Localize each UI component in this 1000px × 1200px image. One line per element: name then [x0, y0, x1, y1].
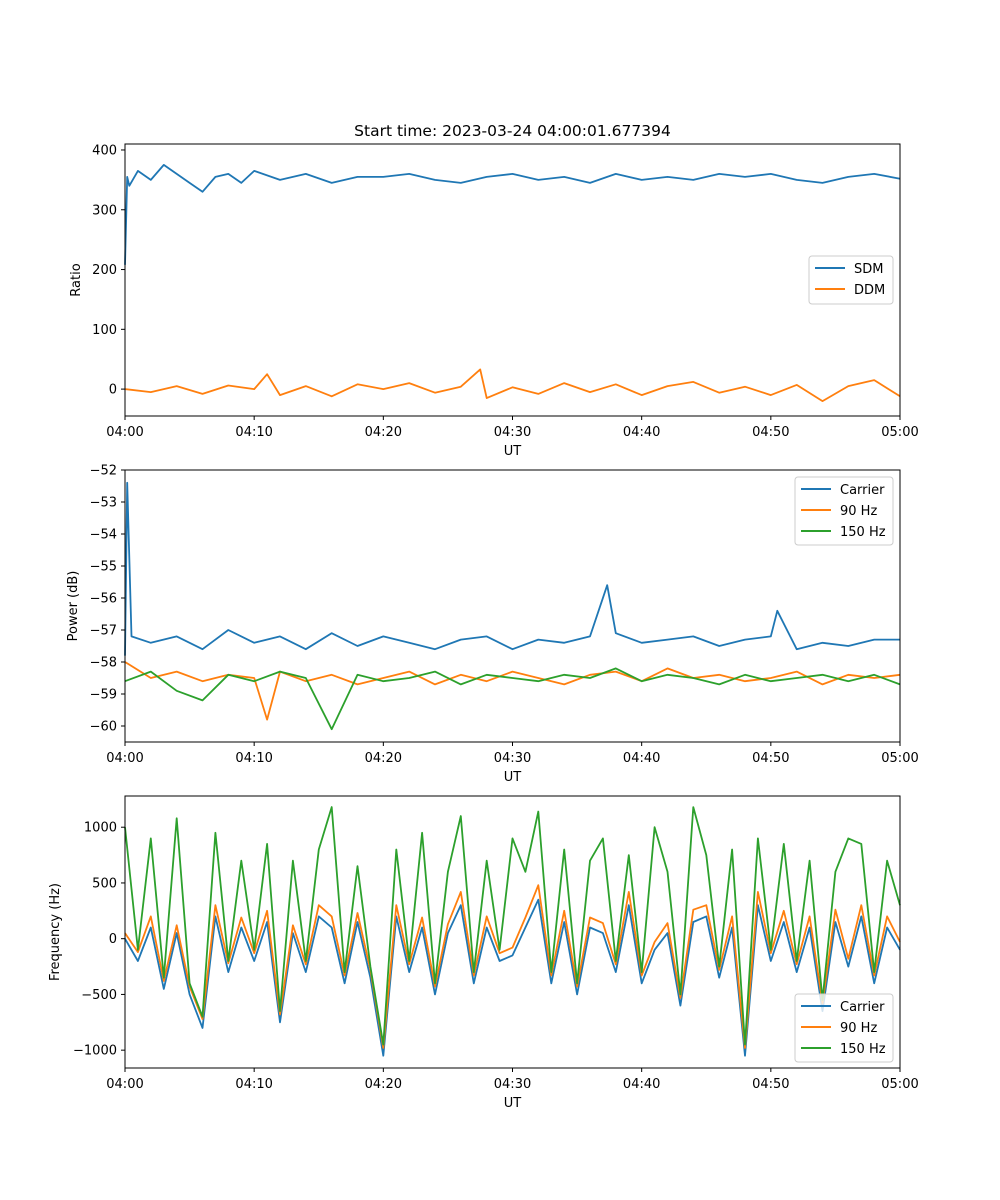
- ratio-legend-label-ddm: DDM: [854, 283, 885, 298]
- power-x-tick-label: 04:20: [365, 751, 402, 766]
- power-y-tick-label: −54: [90, 528, 117, 543]
- power-x-tick-label: 04:30: [494, 751, 531, 766]
- frequency-x-tick-label: 05:00: [881, 1077, 918, 1092]
- ratio-legend-label-sdm: SDM: [854, 262, 883, 277]
- frequency-x-axis-label: UT: [504, 1096, 522, 1111]
- power-y-tick-label: −55: [90, 560, 117, 575]
- frequency-x-tick-label: 04:00: [106, 1077, 143, 1092]
- figure-title: Start time: 2023-03-24 04:00:01.677394: [354, 122, 671, 140]
- power-x-tick-label: 05:00: [881, 751, 918, 766]
- frequency-series-line-carrier: [124, 898, 901, 1057]
- frequency-x-tick-label: 04:50: [752, 1077, 789, 1092]
- frequency-x-ticks: 04:00 04:10 04:20 04:30 04:40 04:50 05:00: [106, 1068, 919, 1092]
- ratio-legend: SDM DDM: [808, 255, 894, 305]
- frequency-y-tick-label: 0: [109, 932, 117, 947]
- power-x-tick-label: 04:50: [752, 751, 789, 766]
- frequency-legend-box: [794, 993, 894, 1063]
- ratio-y-tick-label: 300: [92, 203, 117, 218]
- ratio-x-tick-label: 04:40: [623, 425, 660, 440]
- power-x-tick-label: 04:00: [106, 751, 143, 766]
- power-x-tick-label: 04:40: [623, 751, 660, 766]
- ratio-x-axis-label: UT: [504, 444, 522, 459]
- ratio-y-tick-label: 400: [92, 143, 117, 158]
- power-legend-box: [794, 476, 894, 546]
- power-series-line-150hz: [124, 667, 901, 731]
- power-legend-label-90hz: 90 Hz: [840, 504, 877, 519]
- power-y-tick-label: −57: [90, 624, 117, 639]
- ratio-panel: 04:00 04:10 04:20 04:30 04:40 04:50 05:00 0 100…: [69, 143, 919, 459]
- power-y-tick-label: −58: [90, 656, 117, 671]
- frequency-series-line-150hz: [124, 806, 901, 1046]
- frequency-series-line-90hz: [124, 884, 901, 1049]
- power-x-ticks: 04:00 04:10 04:20 04:30 04:40 04:50 05:00: [106, 742, 919, 766]
- ratio-x-tick-label: 04:10: [235, 425, 272, 440]
- frequency-y-tick-label: −500: [81, 988, 117, 1003]
- power-y-ticks: −60 −59 −58 −57 −56 −55 −54 −53 −52: [90, 464, 125, 735]
- frequency-legend-label-150hz: 150 Hz: [840, 1042, 886, 1057]
- frequency-y-tick-label: 500: [92, 876, 117, 891]
- frequency-panel: 04:00 04:10 04:20 04:30 04:40 04:50 05:00 −100…: [48, 795, 919, 1111]
- frequency-y-ticks: −1000 −500 0 500 1000: [73, 821, 125, 1059]
- ratio-x-tick-label: 04:00: [106, 425, 143, 440]
- power-legend-label-carrier: Carrier: [840, 483, 885, 498]
- power-y-axis-label: Power (dB): [66, 571, 81, 642]
- power-x-axis-label: UT: [504, 770, 522, 785]
- power-y-tick-label: −56: [90, 592, 117, 607]
- power-y-tick-label: −60: [90, 720, 117, 735]
- ratio-y-tick-label: 200: [92, 263, 117, 278]
- power-legend-label-150hz: 150 Hz: [840, 525, 886, 540]
- power-series-layer: [124, 481, 901, 731]
- ratio-series-line-sdm: [124, 163, 901, 265]
- ratio-x-tick-label: 05:00: [881, 425, 918, 440]
- frequency-x-tick-label: 04:20: [365, 1077, 402, 1092]
- frequency-legend-label-90hz: 90 Hz: [840, 1021, 877, 1036]
- frequency-legend: Carrier 90 Hz 150 Hz: [794, 993, 894, 1063]
- ratio-x-ticks: 04:00 04:10 04:20 04:30 04:40 04:50 05:00: [106, 416, 919, 440]
- frequency-series-layer: [124, 806, 901, 1057]
- power-legend: Carrier 90 Hz 150 Hz: [794, 476, 894, 546]
- frequency-y-tick-label: 1000: [84, 821, 117, 836]
- frequency-y-axis-label: Frequency (Hz): [48, 883, 63, 981]
- ratio-y-tick-label: 100: [92, 323, 117, 338]
- ratio-y-axis-label: Ratio: [69, 263, 84, 296]
- frequency-legend-label-carrier: Carrier: [840, 1000, 885, 1015]
- ratio-x-tick-label: 04:50: [752, 425, 789, 440]
- ratio-x-tick-label: 04:30: [494, 425, 531, 440]
- power-panel: 04:00 04:10 04:20 04:30 04:40 04:50 05:00 −60−…: [66, 464, 919, 786]
- frequency-y-tick-label: −1000: [73, 1044, 117, 1059]
- power-y-tick-label: −53: [90, 496, 117, 511]
- ratio-y-tick-label: 0: [109, 383, 117, 398]
- ratio-series-layer: [124, 163, 901, 403]
- frequency-x-tick-label: 04:40: [623, 1077, 660, 1092]
- power-series-line-carrier: [124, 481, 900, 656]
- power-y-tick-label: −59: [90, 688, 117, 703]
- power-x-tick-label: 04:10: [235, 751, 272, 766]
- frequency-x-tick-label: 04:30: [494, 1077, 531, 1092]
- ratio-x-tick-label: 04:20: [365, 425, 402, 440]
- ratio-y-ticks: 0 100 200 300 400: [92, 143, 125, 398]
- ratio-series-line-ddm: [124, 368, 901, 403]
- frequency-x-tick-label: 04:10: [235, 1077, 272, 1092]
- power-y-tick-label: −52: [90, 464, 117, 479]
